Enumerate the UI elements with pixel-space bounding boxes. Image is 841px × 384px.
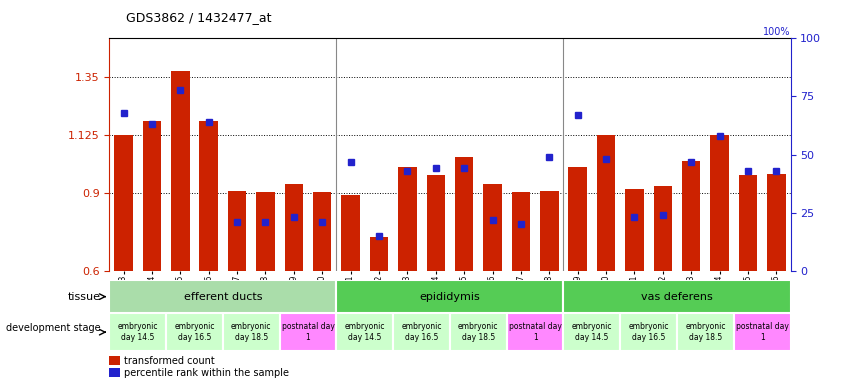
Text: postnatal day
1: postnatal day 1 bbox=[736, 323, 789, 342]
Bar bbox=[506, 313, 563, 351]
Bar bbox=[143, 121, 161, 271]
Text: epididymis: epididymis bbox=[420, 291, 480, 302]
Text: embryonic
day 16.5: embryonic day 16.5 bbox=[174, 323, 214, 342]
Bar bbox=[597, 135, 616, 271]
Bar bbox=[109, 356, 119, 366]
Text: GDS3862 / 1432477_at: GDS3862 / 1432477_at bbox=[126, 12, 272, 25]
Bar bbox=[733, 313, 791, 351]
Bar bbox=[199, 121, 218, 271]
Bar bbox=[166, 313, 223, 351]
Bar bbox=[279, 313, 336, 351]
Text: postnatal day
1: postnatal day 1 bbox=[282, 323, 335, 342]
Bar bbox=[625, 189, 643, 271]
Bar bbox=[109, 313, 166, 351]
Text: embryonic
day 16.5: embryonic day 16.5 bbox=[628, 323, 669, 342]
Bar bbox=[284, 184, 303, 271]
Bar bbox=[171, 71, 189, 271]
Bar bbox=[393, 313, 450, 351]
Text: vas deferens: vas deferens bbox=[641, 291, 713, 302]
Bar bbox=[313, 192, 331, 271]
Bar bbox=[109, 280, 336, 313]
Bar bbox=[767, 174, 785, 271]
Bar bbox=[620, 313, 677, 351]
Bar bbox=[563, 313, 621, 351]
Text: embryonic
day 18.5: embryonic day 18.5 bbox=[685, 323, 726, 342]
Bar bbox=[540, 191, 558, 271]
Bar bbox=[738, 175, 757, 271]
Bar bbox=[677, 313, 733, 351]
Text: embryonic
day 18.5: embryonic day 18.5 bbox=[458, 323, 499, 342]
Bar bbox=[336, 280, 563, 313]
Bar bbox=[370, 237, 389, 271]
Bar bbox=[569, 167, 587, 271]
Text: efferent ducts: efferent ducts bbox=[183, 291, 262, 302]
Bar bbox=[563, 280, 791, 313]
Text: tissue: tissue bbox=[68, 291, 101, 302]
Text: 100%: 100% bbox=[763, 27, 791, 37]
Text: embryonic
day 14.5: embryonic day 14.5 bbox=[118, 323, 158, 342]
Bar bbox=[426, 175, 445, 271]
Bar bbox=[682, 161, 701, 271]
Text: embryonic
day 16.5: embryonic day 16.5 bbox=[401, 323, 442, 342]
Bar bbox=[484, 184, 502, 271]
Bar bbox=[653, 185, 672, 271]
Bar bbox=[711, 135, 729, 271]
Text: percentile rank within the sample: percentile rank within the sample bbox=[124, 368, 289, 378]
Bar bbox=[336, 313, 393, 351]
Bar bbox=[398, 167, 416, 271]
Text: embryonic
day 18.5: embryonic day 18.5 bbox=[231, 323, 272, 342]
Bar bbox=[109, 368, 119, 377]
Bar bbox=[450, 313, 506, 351]
Bar bbox=[228, 191, 246, 271]
Bar bbox=[223, 313, 279, 351]
Text: embryonic
day 14.5: embryonic day 14.5 bbox=[572, 323, 612, 342]
Text: embryonic
day 14.5: embryonic day 14.5 bbox=[345, 323, 385, 342]
Text: transformed count: transformed count bbox=[124, 356, 215, 366]
Bar bbox=[455, 157, 473, 271]
Text: postnatal day
1: postnatal day 1 bbox=[509, 323, 562, 342]
Text: development stage: development stage bbox=[6, 323, 101, 333]
Bar bbox=[511, 192, 530, 271]
Bar bbox=[257, 192, 275, 271]
Bar bbox=[114, 135, 133, 271]
Bar bbox=[341, 195, 360, 271]
